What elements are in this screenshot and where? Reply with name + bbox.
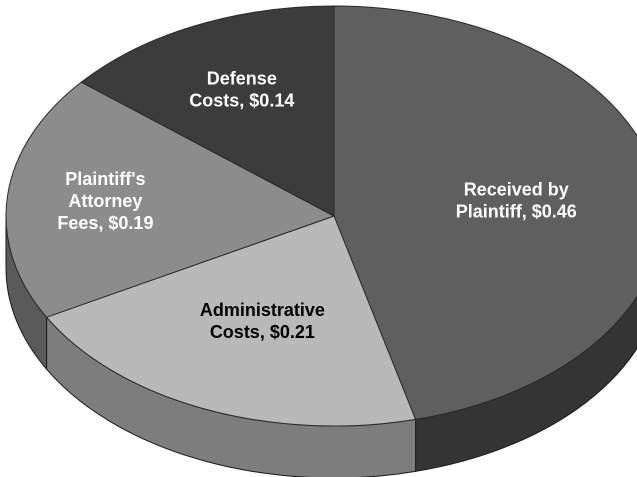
slice-label-line: Costs, $0.14 [189,90,294,110]
slice-label-plaintiff-s-attorney-fees: Plaintiff's Attorney Fees, $0.19 [57,169,153,233]
slice-label-line: Received by [464,179,569,199]
slice-label-administrative-costs: Administrative Costs, $0.21 [200,300,325,342]
slice-label-line: Administrative [200,300,325,320]
pie-slices [5,5,637,427]
pie-slice-received-by-plaintiff [333,5,637,420]
slice-label-received-by-plaintiff: Received by Plaintiff, $0.46 [456,179,577,221]
slice-label-line: Attorney [68,191,142,211]
slice-label-line: Costs, $0.21 [210,322,315,342]
slice-label-defense-costs: Defense Costs, $0.14 [189,68,294,110]
slice-label-line: Fees, $0.19 [57,213,153,233]
pie-labels: Received by Plaintiff, $0.46 Administrativ… [57,68,576,341]
pie-slice-administrative-costs [45,215,417,427]
pie-slice-plaintiff-s-attorney-fees [5,81,336,318]
slice-label-line: Defense [207,68,277,88]
slice-label-line: Plaintiff, $0.46 [456,201,577,221]
slice-label-line: Plaintiff's [65,169,145,189]
pie-slice-defense-costs [80,5,335,217]
